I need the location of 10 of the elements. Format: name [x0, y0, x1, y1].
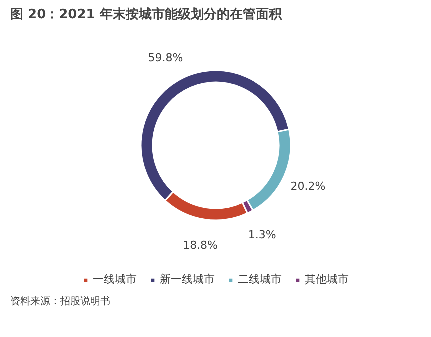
chart-title: 图 20：2021 年末按城市能级划分的在管面积 — [10, 6, 283, 22]
legend-label: 新一线城市 — [160, 272, 215, 287]
legend-label: 一线城市 — [93, 272, 137, 287]
legend-label: 其他城市 — [305, 272, 349, 287]
text: 资料来源：招股说明书 — [10, 296, 110, 308]
data-label: 59.8% — [148, 51, 184, 64]
data-label: 20.2% — [290, 180, 326, 194]
data-label: 18.8% — [183, 238, 218, 252]
data-label: 1.3% — [248, 228, 276, 242]
legend-label: 二线城市 — [238, 272, 282, 287]
